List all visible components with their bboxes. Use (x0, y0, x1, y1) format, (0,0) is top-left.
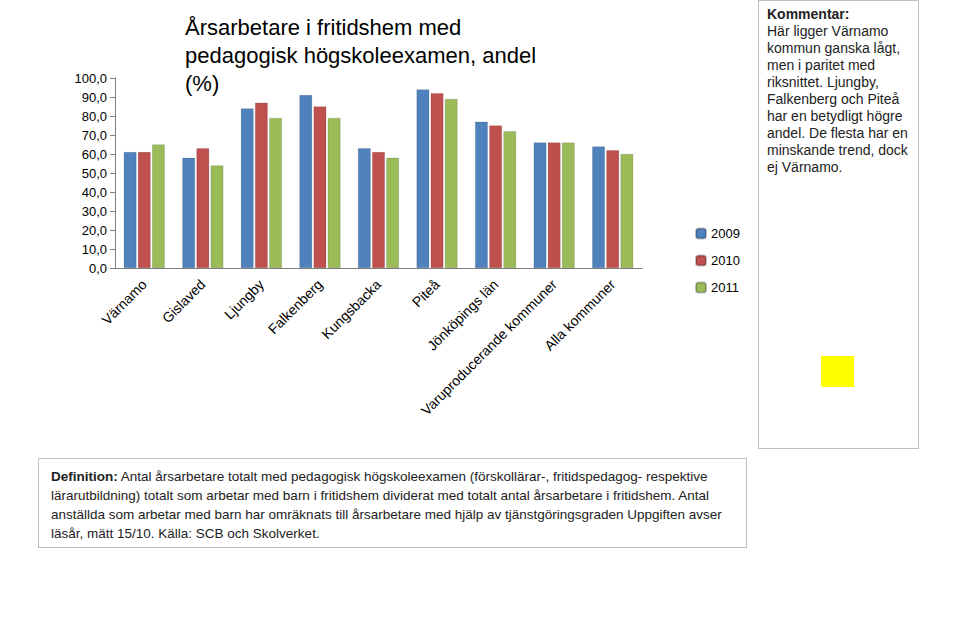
svg-text:Värnamo: Värnamo (98, 276, 150, 328)
svg-text:(%): (%) (185, 71, 219, 96)
svg-text:2011: 2011 (711, 280, 739, 295)
svg-text:pedagogisk högskoleexamen, and: pedagogisk högskoleexamen, andel (185, 43, 542, 68)
svg-text:80,0: 80,0 (82, 109, 107, 124)
svg-text:40,0: 40,0 (82, 185, 107, 200)
svg-text:0,0: 0,0 (89, 261, 107, 276)
html-text:Kommentar:: Kommentar: (767, 6, 850, 22)
svg-text:Kungsbacka: Kungsbacka (318, 276, 384, 342)
html-text:Här ligger Värnamo kommun gans: Här ligger Värnamo kommun ganska lågt, m… (767, 23, 908, 175)
svg-text:Falkenberg: Falkenberg (265, 276, 326, 337)
svg-text:Jönköpings län: Jönköpings län (424, 276, 502, 354)
svg-text:70,0: 70,0 (82, 128, 107, 143)
svg-text:10,0: 10,0 (82, 242, 107, 257)
svg-text:Årsarbetare i fritidshem med: Årsarbetare i fritidshem med (185, 15, 467, 40)
svg-text:100,0: 100,0 (74, 71, 107, 86)
svg-text:Varuproducerande kommuner: Varuproducerande kommuner (418, 276, 560, 418)
svg-text:2009: 2009 (711, 226, 740, 241)
svg-text:Alla kommuner: Alla kommuner (541, 276, 619, 354)
svg-text:2010: 2010 (711, 253, 740, 268)
svg-text:60,0: 60,0 (82, 147, 107, 162)
svg-text:Ljungby: Ljungby (221, 276, 267, 322)
svg-text:30,0: 30,0 (82, 204, 107, 219)
svg-text:50,0: 50,0 (82, 166, 107, 181)
html-text:Definition: Antal årsarbetare: Definition: Antal årsarbetare totalt med… (51, 469, 722, 541)
svg-text:Gislaved: Gislaved (159, 276, 209, 326)
svg-text:Piteå: Piteå (409, 276, 443, 310)
svg-text:20,0: 20,0 (82, 223, 107, 238)
svg-text:90,0: 90,0 (82, 90, 107, 105)
